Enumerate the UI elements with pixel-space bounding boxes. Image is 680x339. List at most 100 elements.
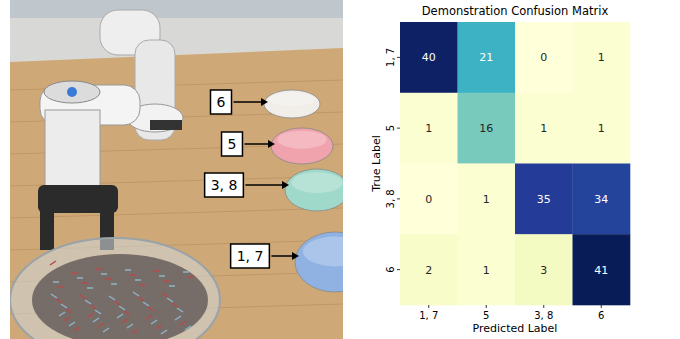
part (135, 279, 141, 281)
part (56, 299, 62, 303)
bowl-inner (277, 131, 327, 149)
part (95, 310, 101, 314)
label-box (222, 132, 243, 156)
cell (400, 22, 458, 93)
part (103, 328, 109, 332)
bowl (285, 169, 343, 211)
cell-label: 21 (479, 51, 493, 64)
part (82, 282, 88, 284)
arrow-head (282, 181, 289, 189)
part (98, 323, 104, 327)
part (114, 301, 120, 305)
part (122, 319, 128, 323)
part (96, 268, 102, 270)
part (61, 304, 67, 308)
cell (400, 93, 458, 164)
part (140, 284, 146, 286)
part (164, 280, 170, 282)
part (59, 312, 65, 316)
bowl-label: 3, 8 (211, 177, 238, 193)
part (74, 327, 80, 331)
part (85, 300, 91, 304)
cell (400, 164, 458, 235)
part (154, 270, 160, 272)
bowl-inner (291, 172, 342, 193)
x-tick (486, 305, 487, 308)
bowl-label: 5 (228, 136, 237, 152)
shelf (10, 0, 343, 18)
cell-label: 1 (483, 264, 490, 277)
part (50, 261, 56, 265)
part (138, 297, 144, 301)
heatmap (400, 22, 630, 305)
label-box (231, 244, 270, 268)
part (156, 325, 162, 329)
robot-light (67, 87, 77, 97)
part (133, 292, 139, 296)
part (109, 296, 115, 300)
x-tick-label: 5 (483, 310, 489, 321)
cell (573, 22, 631, 93)
arrow-head (292, 252, 299, 260)
y-tick (397, 269, 400, 270)
part (132, 329, 138, 333)
part (146, 315, 152, 319)
bowl-inner (303, 237, 343, 267)
part (162, 293, 168, 297)
photo: 6 5 3, 8 1, 7 (10, 0, 343, 339)
part (88, 313, 94, 317)
part (175, 316, 181, 320)
part (87, 287, 93, 289)
part (119, 306, 125, 310)
part (111, 283, 117, 285)
part (148, 307, 154, 311)
cell (458, 22, 516, 93)
y-axis-title: True Label (370, 135, 383, 193)
part (161, 330, 167, 334)
part (180, 321, 186, 325)
x-tick-label: 3, 8 (534, 310, 553, 321)
cell-label: 40 (422, 51, 436, 64)
cell-label: 1 (598, 51, 605, 64)
parts-pile (32, 254, 208, 339)
y-tick-label: 1, 7 (385, 48, 396, 67)
gripper (38, 185, 118, 213)
part (117, 314, 123, 318)
cell-label: 34 (594, 193, 608, 206)
gripper-finger (40, 210, 54, 250)
arrow-line (271, 255, 293, 257)
title: Demonstration Confusion Matrix (422, 4, 609, 18)
cell (573, 234, 631, 305)
bowl-label: 6 (217, 94, 226, 110)
part (58, 286, 64, 288)
part (125, 269, 131, 271)
bowl-label: 1, 7 (237, 248, 264, 264)
part (72, 272, 78, 274)
part (90, 305, 96, 309)
part (143, 302, 149, 306)
x-tick-label: 1, 7 (419, 310, 438, 321)
part (93, 318, 99, 322)
y-tick-label: 5 (385, 125, 396, 131)
robot-joint (44, 81, 100, 103)
part (169, 285, 175, 287)
part (172, 303, 178, 307)
part (69, 322, 75, 326)
cell-label: 1 (540, 122, 547, 135)
cell (515, 164, 573, 235)
robot-wrist (45, 110, 100, 190)
y-tick (397, 57, 400, 58)
x-tick (543, 305, 544, 308)
bowl (264, 90, 320, 118)
arrow-head (268, 140, 275, 148)
cell-label: 1 (598, 122, 605, 135)
cell (400, 234, 458, 305)
y-tick (397, 128, 400, 129)
x-tick (428, 305, 429, 308)
x-axis-title: Predicted Label (473, 322, 558, 335)
arrow-line (244, 143, 269, 145)
cell-label: 41 (594, 264, 608, 277)
y-tick-label: 6 (385, 266, 396, 272)
cell-label: 0 (540, 51, 547, 64)
cell-label: 0 (425, 193, 432, 206)
